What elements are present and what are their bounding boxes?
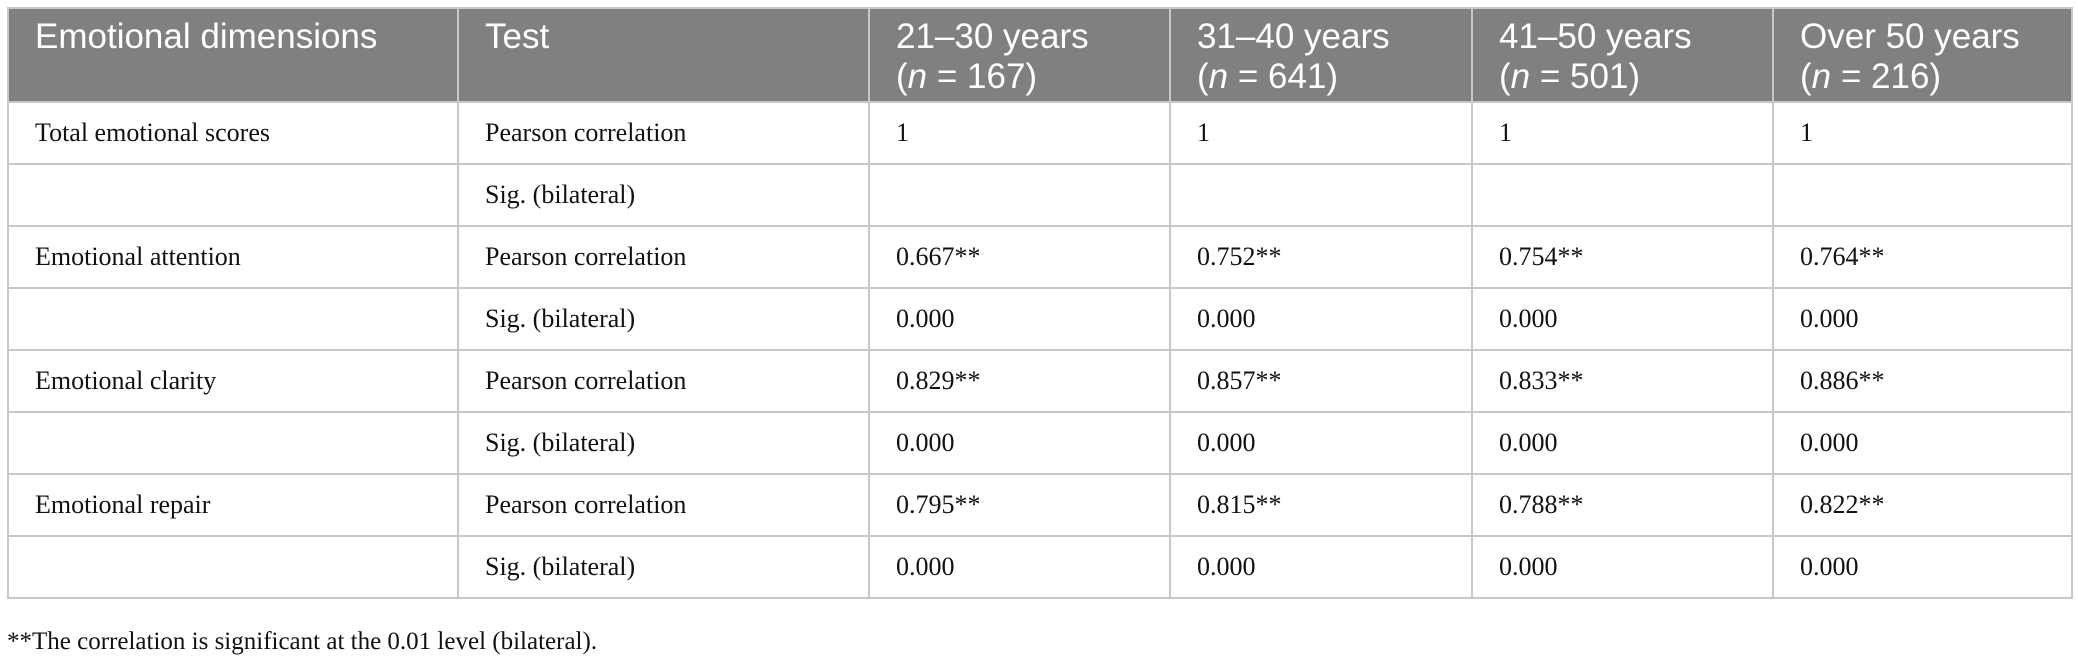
table-cell: Emotional attention [7, 225, 459, 289]
table-cell: 1 [868, 101, 1171, 165]
table-cell [1772, 163, 2073, 227]
table-cell: Pearson correlation [457, 101, 870, 165]
table-cell: 0.822** [1772, 473, 2073, 537]
table-cell: 1 [1772, 101, 2073, 165]
table-cell: Emotional repair [7, 473, 459, 537]
table-cell: 0.000 [868, 411, 1171, 475]
table-cell: 0.000 [1772, 287, 2073, 351]
header-cell: Over 50 years (n = 216) [1772, 7, 2073, 103]
header-text: 41–50 years [1499, 17, 1692, 56]
table-cell: 0.857** [1169, 349, 1473, 413]
table-cell: 0.000 [1772, 535, 2073, 599]
table-row: Sig. (bilateral) [7, 163, 2073, 227]
table-cell: 0.833** [1471, 349, 1774, 413]
table-cell: 0.829** [868, 349, 1171, 413]
header-text: = 216) [1831, 57, 1942, 96]
table-cell: 0.795** [868, 473, 1171, 537]
table-cell: 0.000 [1169, 287, 1473, 351]
sample-symbol: n [1510, 57, 1531, 96]
table-cell: Sig. (bilateral) [457, 163, 870, 227]
table-cell: 0.000 [1772, 411, 2073, 475]
table-cell [1169, 163, 1473, 227]
table-cell: 0.886** [1772, 349, 2073, 413]
header-line: (n = 216) [1800, 57, 2045, 97]
header-text: ( [1499, 57, 1511, 96]
header-text: 31–40 years [1197, 17, 1390, 56]
table-cell: 0.764** [1772, 225, 2073, 289]
header-row: Emotional dimensions Test 21–30 years (n = … [7, 7, 2073, 103]
table-cell [7, 411, 459, 475]
table-cell [7, 163, 459, 227]
table-cell: Pearson correlation [457, 225, 870, 289]
table-row: Emotional clarity Pearson correlation 0.82… [7, 349, 2073, 413]
table-cell: Total emotional scores [7, 101, 459, 165]
table-cell [868, 163, 1171, 227]
header-cell: 21–30 years (n = 167) [868, 7, 1171, 103]
header-text: Emotional dimensions [35, 17, 378, 56]
table-cell: Sig. (bilateral) [457, 287, 870, 351]
table-cell: Pearson correlation [457, 349, 870, 413]
table-cell: 0.754** [1471, 225, 1774, 289]
table-cell: 0.000 [1169, 411, 1473, 475]
table-body: Total emotional scores Pearson correlatio… [7, 101, 2073, 599]
table-cell: 0.788** [1471, 473, 1774, 537]
header-line: Test [485, 17, 842, 57]
header-line: Over 50 years [1800, 17, 2045, 57]
table-cell: Sig. (bilateral) [457, 535, 870, 599]
data-table: Emotional dimensions Test 21–30 years (n = … [7, 7, 2073, 599]
footnote: **The correlation is significant at the … [7, 628, 598, 655]
table-cell: Emotional clarity [7, 349, 459, 413]
table-cell: Pearson correlation [457, 473, 870, 537]
table-cell [7, 287, 459, 351]
header-line: 31–40 years [1197, 17, 1445, 57]
header-text: Test [485, 17, 550, 56]
header-cell: 31–40 years (n = 641) [1169, 7, 1473, 103]
table-cell: 0.000 [868, 287, 1171, 351]
header-text: Over 50 years [1800, 17, 2020, 56]
table-cell: 1 [1169, 101, 1473, 165]
header-text: = 641) [1228, 57, 1339, 96]
table-row: Total emotional scores Pearson correlatio… [7, 101, 2073, 165]
header-text: = 501) [1530, 57, 1641, 96]
header-text: ( [896, 57, 908, 96]
header-line: (n = 167) [896, 57, 1143, 97]
table-cell: 0.000 [1471, 411, 1774, 475]
header-text: ( [1800, 57, 1812, 96]
header-text: = 167) [927, 57, 1038, 96]
table-cell: 0.667** [868, 225, 1171, 289]
table-cell [1471, 163, 1774, 227]
header-text: ( [1197, 57, 1209, 96]
table-row: Emotional repair Pearson correlation 0.795… [7, 473, 2073, 537]
sample-symbol: n [1811, 57, 1832, 96]
table-row: Sig. (bilateral) 0.000 0.000 0.000 0.000 [7, 287, 2073, 351]
table-cell: 0.000 [1169, 535, 1473, 599]
header-line: (n = 641) [1197, 57, 1445, 97]
header-line: 21–30 years [896, 17, 1143, 57]
table-cell: 0.752** [1169, 225, 1473, 289]
table-row: Sig. (bilateral) 0.000 0.000 0.000 0.000 [7, 411, 2073, 475]
table-cell: 0.000 [868, 535, 1171, 599]
table-cell: Sig. (bilateral) [457, 411, 870, 475]
header-cell: Emotional dimensions [7, 7, 459, 103]
header-line: (n = 501) [1499, 57, 1746, 97]
table-row: Sig. (bilateral) 0.000 0.000 0.000 0.000 [7, 535, 2073, 599]
table-cell: 1 [1471, 101, 1774, 165]
sample-symbol: n [907, 57, 928, 96]
table-cell [7, 535, 459, 599]
header-cell: Test [457, 7, 870, 103]
header-cell: 41–50 years (n = 501) [1471, 7, 1774, 103]
table-cell: 0.000 [1471, 535, 1774, 599]
header-line: Emotional dimensions [35, 17, 431, 57]
header-line: 41–50 years [1499, 17, 1746, 57]
header-text: 21–30 years [896, 17, 1089, 56]
sample-symbol: n [1208, 57, 1229, 96]
table-row: Emotional attention Pearson correlation 0.… [7, 225, 2073, 289]
table-cell: 0.000 [1471, 287, 1774, 351]
table-cell: 0.815** [1169, 473, 1473, 537]
